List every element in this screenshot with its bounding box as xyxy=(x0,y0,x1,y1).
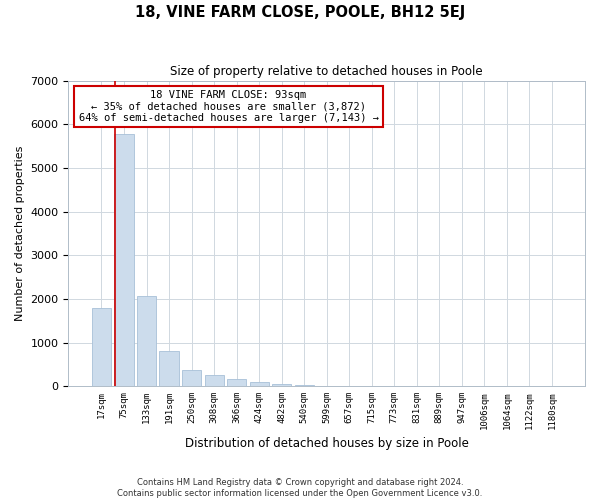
Bar xyxy=(137,296,156,386)
Title: Size of property relative to detached houses in Poole: Size of property relative to detached ho… xyxy=(170,65,483,78)
Text: Contains HM Land Registry data © Crown copyright and database right 2024.
Contai: Contains HM Land Registry data © Crown c… xyxy=(118,478,482,498)
Bar xyxy=(227,380,246,386)
X-axis label: Distribution of detached houses by size in Poole: Distribution of detached houses by size … xyxy=(185,437,469,450)
Bar xyxy=(272,384,291,386)
Y-axis label: Number of detached properties: Number of detached properties xyxy=(15,146,25,321)
Bar xyxy=(205,376,224,386)
Bar xyxy=(160,351,179,386)
Bar xyxy=(295,385,314,386)
Bar xyxy=(115,134,134,386)
Text: 18 VINE FARM CLOSE: 93sqm
← 35% of detached houses are smaller (3,872)
64% of se: 18 VINE FARM CLOSE: 93sqm ← 35% of detac… xyxy=(79,90,379,123)
Bar xyxy=(92,308,111,386)
Text: 18, VINE FARM CLOSE, POOLE, BH12 5EJ: 18, VINE FARM CLOSE, POOLE, BH12 5EJ xyxy=(135,5,465,20)
Bar xyxy=(250,382,269,386)
Bar xyxy=(182,370,201,386)
